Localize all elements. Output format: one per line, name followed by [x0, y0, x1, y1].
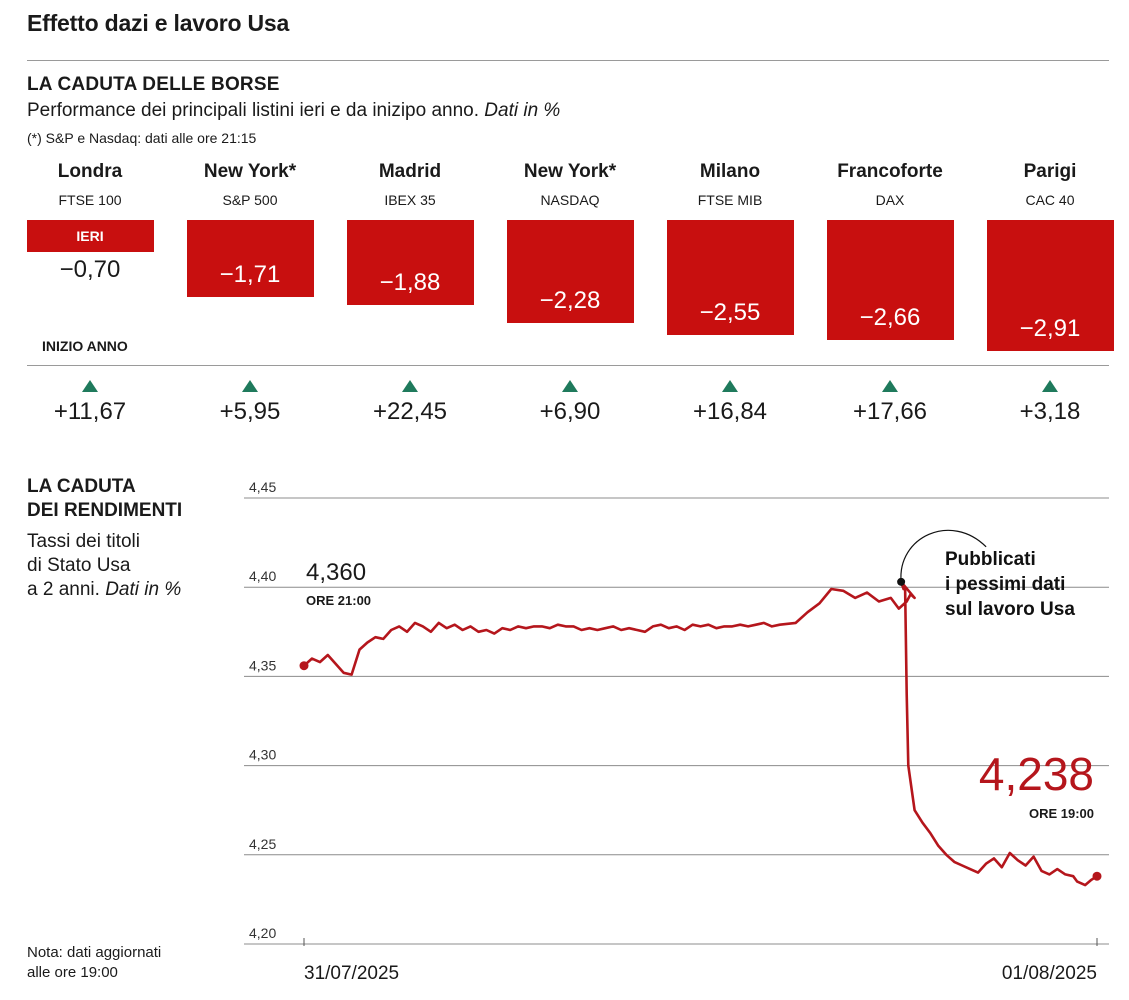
end-value-label: 4,238	[979, 748, 1094, 800]
ieri-value-label: −2,28	[539, 286, 601, 314]
section-divider	[27, 365, 1109, 366]
inizio-anno-label: INIZIO ANNO	[42, 338, 128, 354]
market-index: S&P 500	[222, 192, 278, 208]
market-index: CAC 40	[1025, 192, 1075, 208]
ieri-label: IERI	[76, 228, 104, 244]
borse-subtitle: Performance dei principali listini ieri …	[27, 100, 560, 122]
market-column: New York* S&P 500	[175, 158, 325, 208]
market-column: Parigi CAC 40	[975, 158, 1125, 208]
market-city: New York*	[523, 161, 617, 182]
market-city: Parigi	[1023, 161, 1077, 182]
up-arrow-icon	[1042, 380, 1058, 392]
annotation-text: Pubblicati	[945, 549, 1036, 570]
start-value-label: 4,360	[306, 559, 366, 586]
up-arrow-icon	[402, 380, 418, 392]
yield-series-line	[303, 580, 1098, 887]
y-tick-label: 4,40	[249, 568, 276, 584]
market-index: IBEX 35	[384, 192, 436, 208]
borse-subtitle-italic: Dati in %	[484, 100, 561, 121]
rendimenti-subtitle: Tassi dei titoli di Stato Usa a 2 anni. …	[27, 530, 181, 602]
market-city: Milano	[699, 161, 761, 182]
ieri-bar	[186, 220, 314, 297]
y-tick-label: 4,45	[249, 479, 276, 495]
ieri-bar	[26, 220, 154, 252]
y-tick-label: 4,35	[249, 657, 276, 673]
x-tick-label: 31/07/2025	[304, 963, 399, 984]
nota: Nota: dati aggiornati alle ore 19:00	[27, 943, 161, 983]
ieri-value-label: −1,88	[379, 268, 441, 296]
market-index: FTSE MIB	[697, 192, 763, 208]
ieri-bar	[346, 220, 474, 305]
x-tick-label: 01/08/2025	[1002, 963, 1097, 984]
ieri-bar	[666, 220, 794, 335]
y-tick-label: 4,20	[249, 925, 276, 941]
ytd-value-label: +6,90	[539, 398, 601, 425]
borse-footnote: (*) S&P e Nasdaq: dati alle ore 21:15	[27, 130, 257, 146]
ieri-bar	[986, 220, 1114, 351]
rendimenti-sub-line3-italic: Dati in %	[105, 579, 182, 600]
y-tick-label: 4,30	[249, 747, 276, 763]
up-arrow-icon	[882, 380, 898, 392]
market-column: Milano FTSE MIB	[655, 158, 805, 208]
market-index: DAX	[875, 192, 905, 208]
ieri-value-label: −2,91	[1019, 314, 1081, 342]
market-index: FTSE 100	[58, 192, 122, 208]
market-column: New York* NASDAQ	[495, 158, 645, 208]
ieri-value-label: −2,55	[699, 298, 761, 326]
ytd-value-label: +5,95	[219, 398, 281, 425]
ieri-value-label: −0,70	[59, 255, 121, 283]
up-arrow-icon	[722, 380, 738, 392]
ieri-value-label: −1,71	[219, 260, 281, 288]
ytd-value-label: +16,84	[692, 398, 768, 425]
end-point	[1092, 871, 1102, 881]
main-title: Effetto dazi e lavoro Usa	[27, 10, 290, 36]
y-tick-label: 4,25	[249, 836, 276, 852]
market-column: Madrid IBEX 35	[335, 158, 485, 208]
borse-subtitle-text: Performance dei principali listini ieri …	[27, 100, 480, 121]
ytd-value-label: +3,18	[1019, 398, 1081, 425]
market-column: Francoforte DAX	[815, 158, 965, 208]
rendimenti-sub-line2: di Stato Usa	[27, 555, 131, 576]
ytd-value-label: +11,67	[53, 398, 127, 425]
rendimenti-title-line2: DEI RENDIMENTI	[27, 500, 183, 521]
rendimenti-title-line1: LA CADUTA	[27, 476, 136, 497]
market-index: NASDAQ	[540, 192, 600, 208]
up-arrow-icon	[242, 380, 258, 392]
ytd-value-label: +17,66	[852, 398, 928, 425]
ieri-bar	[826, 220, 954, 340]
rendimenti-sub-line3: a 2 anni. Dati in %	[27, 578, 181, 602]
market-city: New York*	[203, 161, 297, 182]
ytd-value-label: +22,45	[372, 398, 448, 425]
market-city: Francoforte	[837, 161, 943, 182]
rendimenti-sub-line1: Tassi dei titoli	[27, 531, 140, 552]
start-time-label: ORE 21:00	[306, 593, 371, 608]
borse-title: LA CADUTA DELLE BORSE	[27, 74, 280, 95]
up-arrow-icon	[562, 380, 578, 392]
rendimenti-sub-line3-text: a 2 anni.	[27, 579, 100, 600]
nota-line2: alle ore 19:00	[27, 964, 118, 981]
market-city: Madrid	[378, 161, 442, 182]
annotation-connector	[900, 529, 987, 582]
annotation-text: i pessimi dati	[945, 574, 1065, 595]
nota-line1: Nota: dati aggiornati	[27, 944, 162, 961]
up-arrow-icon	[82, 380, 98, 392]
ieri-bar	[506, 220, 634, 323]
end-time-label: ORE 19:00	[1029, 806, 1094, 821]
top-divider	[27, 60, 1109, 61]
annotation-text: sul lavoro Usa	[945, 599, 1075, 620]
market-city: Londra	[57, 161, 123, 182]
rendimenti-title: LA CADUTA DEI RENDIMENTI	[27, 475, 182, 523]
ieri-value-label: −2,66	[859, 303, 921, 331]
market-column: Londra FTSE 100	[15, 158, 165, 208]
start-point	[299, 661, 309, 671]
